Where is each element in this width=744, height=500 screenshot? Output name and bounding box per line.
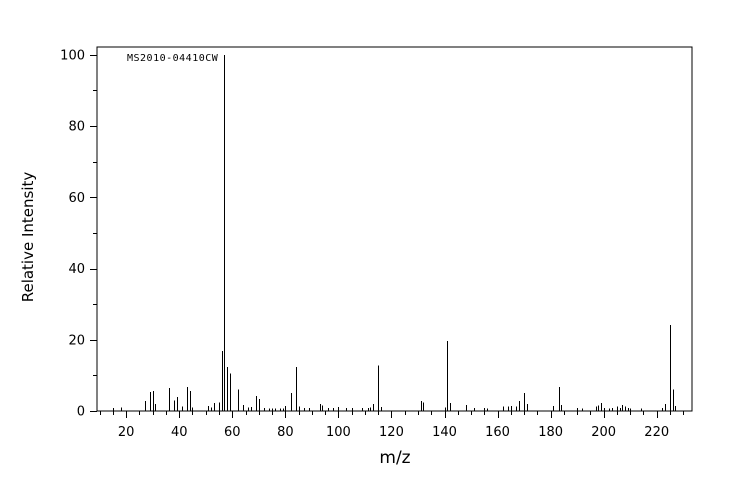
- x-axis-title: m/z: [379, 448, 411, 468]
- x-tick-label: 60: [224, 425, 241, 440]
- y-tick-label: 40: [68, 262, 85, 277]
- y-tick-label: 0: [77, 405, 85, 420]
- x-tick-label: 180: [538, 425, 563, 440]
- x-tick-label: 40: [171, 425, 188, 440]
- tick-labels: 20 40 60 80 100 120 140 160 180 200 220 0 20 40 60 80 10…: [60, 48, 669, 440]
- x-tick-label: 220: [644, 425, 669, 440]
- x-tick-label: 80: [277, 425, 294, 440]
- spectrum-peaks: [112, 54, 677, 411]
- spectrum-id-label: MS2010-04410CW: [127, 53, 219, 64]
- y-tick-label: 80: [68, 120, 85, 135]
- y-axis-title: Relative Intensity: [19, 171, 37, 303]
- x-tick-label: 120: [379, 425, 404, 440]
- x-tick-label: 160: [485, 425, 510, 440]
- x-tick-label: 20: [118, 425, 135, 440]
- x-tick-label: 200: [591, 425, 616, 440]
- y-tick-label: 20: [68, 333, 85, 348]
- y-tick-label: 60: [68, 191, 85, 206]
- x-tick-label: 100: [326, 425, 351, 440]
- x-tick-label: 140: [432, 425, 457, 440]
- y-tick-label: 100: [60, 48, 85, 63]
